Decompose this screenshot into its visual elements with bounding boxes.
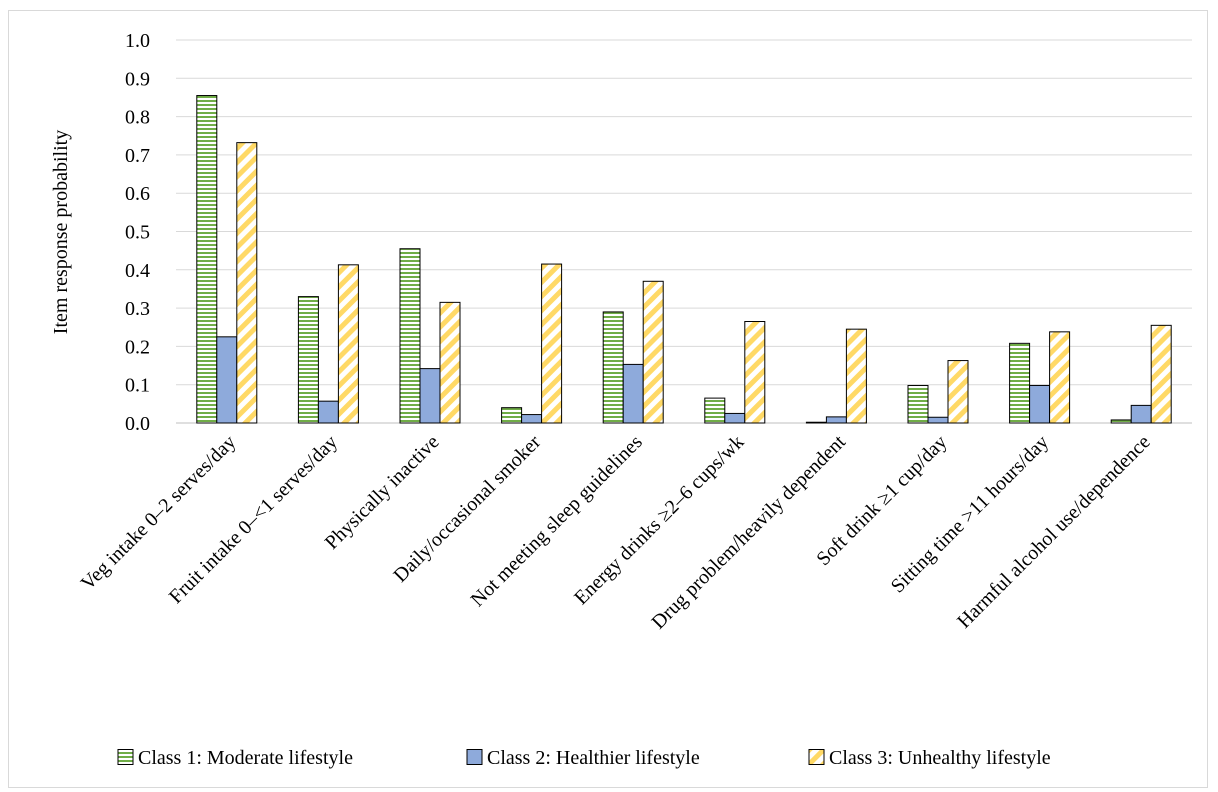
- y-tick-label: 1.0: [125, 30, 150, 52]
- bar: [216, 336, 238, 424]
- bar: [1150, 324, 1172, 424]
- bar: [399, 248, 421, 424]
- y-tick-label: 0.2: [125, 336, 150, 358]
- bar: [236, 142, 258, 424]
- bar: [825, 416, 847, 424]
- y-axis-title: Item response probability: [50, 130, 72, 334]
- bar: [297, 296, 319, 424]
- legend-label: Class 1: Moderate lifestyle: [138, 747, 353, 769]
- bar: [622, 363, 644, 424]
- y-tick-label: 0.6: [125, 183, 150, 205]
- bar: [805, 421, 827, 424]
- bar: [1049, 331, 1071, 424]
- x-tick-label: Harmful alcohol use/dependence: [953, 431, 1155, 633]
- legend: Class 1: Moderate lifestyle Class 2: Heal…: [117, 747, 1051, 769]
- bar: [501, 407, 523, 424]
- y-tick-label: 0.1: [125, 375, 150, 397]
- bar: [541, 263, 563, 424]
- legend-swatch: [808, 749, 825, 765]
- bar: [907, 384, 929, 424]
- bar: [1110, 419, 1132, 424]
- y-tick-label: 0.5: [125, 222, 150, 244]
- bar: [947, 360, 969, 424]
- bar: [1009, 342, 1031, 424]
- bar: [642, 280, 664, 424]
- x-tick-label: Energy drinks ≥2–6 cups/wk: [570, 431, 748, 609]
- y-tick-label: 0.9: [125, 68, 150, 90]
- bar: [724, 412, 746, 424]
- x-tick-label: Drug problem/heavily dependent: [647, 431, 850, 634]
- y-tick-label: 0.3: [125, 298, 150, 320]
- legend-label: Class 3: Unhealthy lifestyle: [829, 747, 1051, 769]
- bar: [704, 397, 726, 424]
- x-tick-label: Fruit intake 0–<1 serves/day: [165, 431, 342, 608]
- bar: [317, 400, 339, 424]
- x-tick-label: Not meeting sleep guidelines: [467, 431, 647, 611]
- y-tick-label: 0.4: [125, 260, 150, 282]
- bar: [521, 414, 543, 424]
- y-tick-labels: 0.0 0.1 0.2 0.3 0.4 0.5 0.6 0.7 0.8 0.9 1.0: [125, 30, 150, 435]
- bar: [602, 311, 624, 424]
- legend-swatch: [117, 749, 134, 765]
- bars: [196, 95, 1172, 424]
- bar: [744, 321, 766, 424]
- bar: [1130, 404, 1152, 424]
- bar: [337, 264, 359, 424]
- bar: [196, 95, 218, 424]
- bar: [419, 368, 441, 424]
- bar: [439, 301, 461, 424]
- bar: [845, 328, 867, 424]
- bar: [1029, 384, 1051, 424]
- y-tick-label: 0.0: [125, 413, 150, 435]
- y-tick-label: 0.7: [125, 145, 150, 167]
- bar: [927, 416, 949, 424]
- grid-lines: [176, 39, 1192, 424]
- legend-label: Class 2: Healthier lifestyle: [487, 747, 700, 769]
- legend-swatch: [466, 749, 483, 765]
- y-tick-label: 0.8: [125, 107, 150, 129]
